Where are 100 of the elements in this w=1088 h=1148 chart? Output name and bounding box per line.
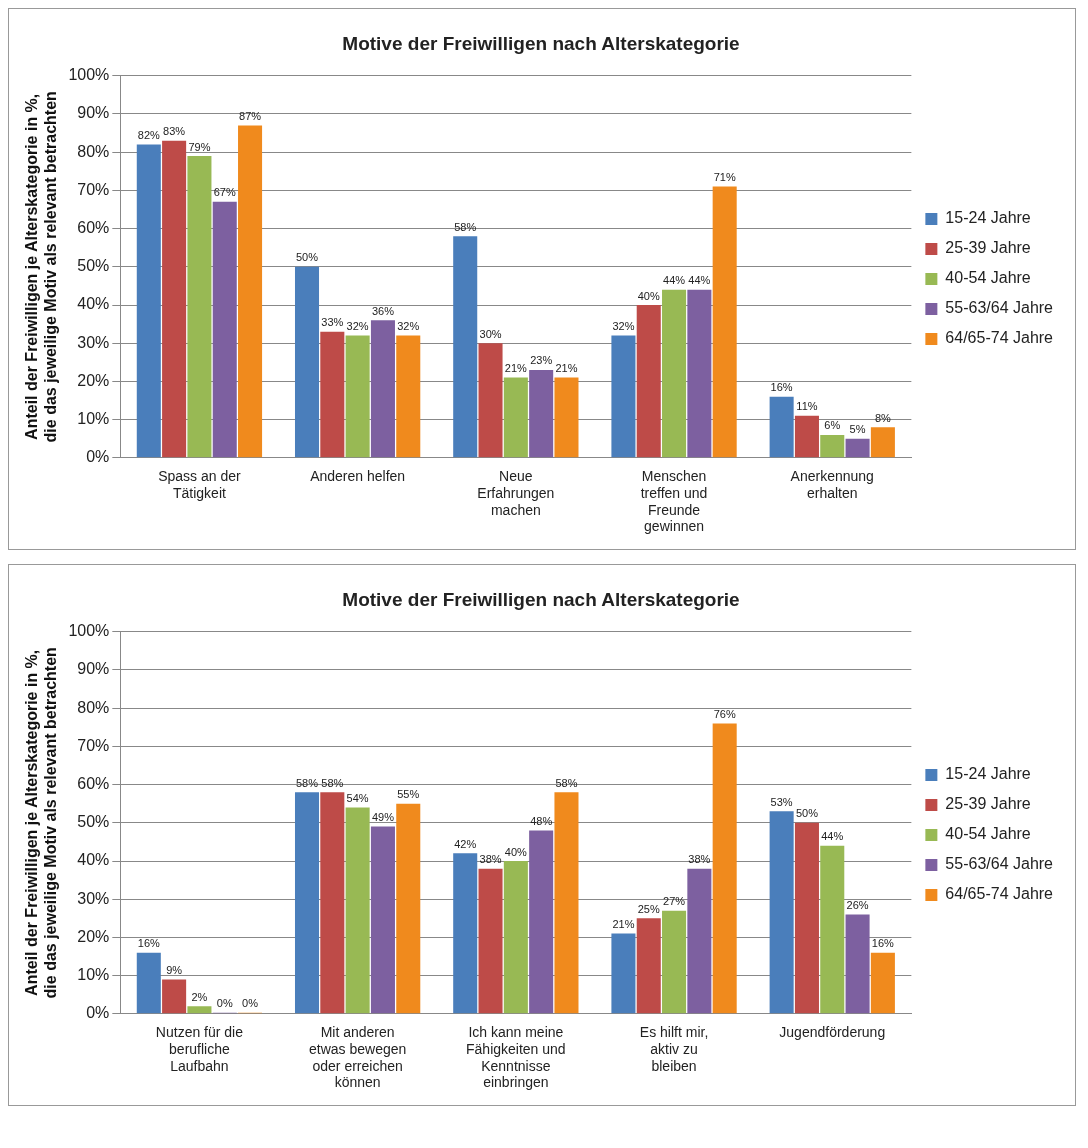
bar [529,830,554,1014]
y-tick-label: 30% [77,333,110,351]
bar [478,868,503,1014]
bar [162,140,187,458]
bar [187,1006,212,1014]
legend-label: 40-54 Jahre [945,269,1031,287]
x-tick-label: Anerkennung erhalten [790,468,874,501]
x-tick-label: Jugendförderung [779,1024,886,1041]
data-label: 50% [795,807,819,820]
x-tick-label: Neue Erfahrungen machen [477,468,555,518]
x-tick-label: Ich kann meine Fähigkeiten und Kenntnisse einbringen [466,1024,566,1091]
y-axis-title: Anteil der Freiwilligen je Alterskategorie in %, die das jeweilige Motiv als relevant betrachten [23,647,60,999]
bar [870,427,895,458]
x-tick-label: Es hilft mir, aktiv zu bleiben [639,1024,709,1074]
bar [611,335,636,458]
legend-label: 15-24 Jahre [945,209,1031,227]
data-label: 27% [663,895,686,908]
bar [370,320,395,458]
data-label: 58% [295,776,319,789]
bar [820,434,845,458]
y-tick-label: 50% [77,257,110,275]
data-label: 0% [216,997,233,1010]
data-label: 54% [346,792,369,805]
y-tick-label: 10% [77,966,110,984]
legend-label: 25-39 Jahre [945,795,1031,813]
data-label: 16% [770,381,793,394]
legend-label: 25-39 Jahre [945,239,1031,257]
y-tick-label: 90% [77,660,110,678]
data-label: 32% [612,320,635,333]
y-tick-label: 100% [68,622,110,640]
legend-label: 15-24 Jahre [945,765,1031,783]
data-label: 48% [530,814,553,827]
data-label: 82% [137,129,161,142]
y-tick-label: 80% [77,142,110,160]
data-label: 83% [163,125,186,138]
bar [529,369,554,458]
data-label: 38% [479,853,502,866]
bar [662,289,687,458]
bar [794,822,819,1014]
bar [345,807,370,1014]
x-tick-label: Mit anderen etwas bewegen oder erreichen können [308,1024,407,1091]
data-label: 21% [555,362,578,375]
y-tick-label: 30% [77,889,110,907]
y-tick-label: 20% [77,927,110,945]
bar [845,438,870,458]
data-label: 11% [796,400,818,413]
data-label: 49% [371,811,395,824]
data-label: 26% [846,899,869,912]
bar [370,826,395,1014]
data-label: 67% [213,186,236,199]
bar [870,952,895,1014]
data-label: 87% [239,109,262,122]
y-tick-label: 40% [77,295,110,313]
bar [503,861,528,1014]
bar [294,792,320,1014]
y-tick-label: 90% [77,104,110,122]
bar [611,933,636,1014]
y-tick-label: 0% [86,1004,110,1022]
bar [136,144,161,458]
y-tick-label: 40% [77,851,110,869]
y-tick-label: 0% [86,448,110,466]
legend-label: 55-63/64 Jahre [945,299,1054,317]
bar [212,201,237,458]
x-tick-label: Nutzen für die berufliche Laufbahn [155,1024,244,1074]
chart-title: Motive der Freiwilligen nach Alterskategorie [342,588,740,610]
bar [238,125,263,458]
data-label: 23% [530,354,553,367]
data-label: 33% [321,316,344,329]
x-tick-label: Anderen helfen [310,468,406,485]
bar [712,723,737,1014]
data-label: 32% [346,320,369,333]
data-label: 58% [321,776,344,789]
bar [636,918,661,1014]
data-label: 42% [454,837,477,850]
legend-label: 64/65-74 Jahre [945,885,1054,903]
legend-label: 40-54 Jahre [945,825,1031,843]
bar [320,331,345,458]
data-label: 58% [454,220,477,233]
bar [820,845,845,1014]
y-tick-label: 100% [68,66,110,84]
data-label: 8% [874,411,892,424]
data-label: 2% [191,990,208,1003]
data-label: 5% [849,423,866,436]
data-label: 9% [166,963,183,976]
bar [687,868,712,1014]
bar [769,396,794,458]
data-label: 44% [663,274,686,287]
data-label: 44% [821,830,844,843]
bar [478,343,503,458]
bar [294,266,320,458]
legend-label: 55-63/64 Jahre [945,855,1054,873]
bar [554,377,579,458]
data-label: 38% [688,853,711,866]
y-tick-label: 60% [77,219,110,237]
y-tick-label: 50% [77,813,110,831]
data-label: 0% [242,997,259,1010]
data-label: 44% [688,274,711,287]
bar [320,792,345,1014]
bar [453,236,478,458]
data-label: 21% [504,362,528,375]
